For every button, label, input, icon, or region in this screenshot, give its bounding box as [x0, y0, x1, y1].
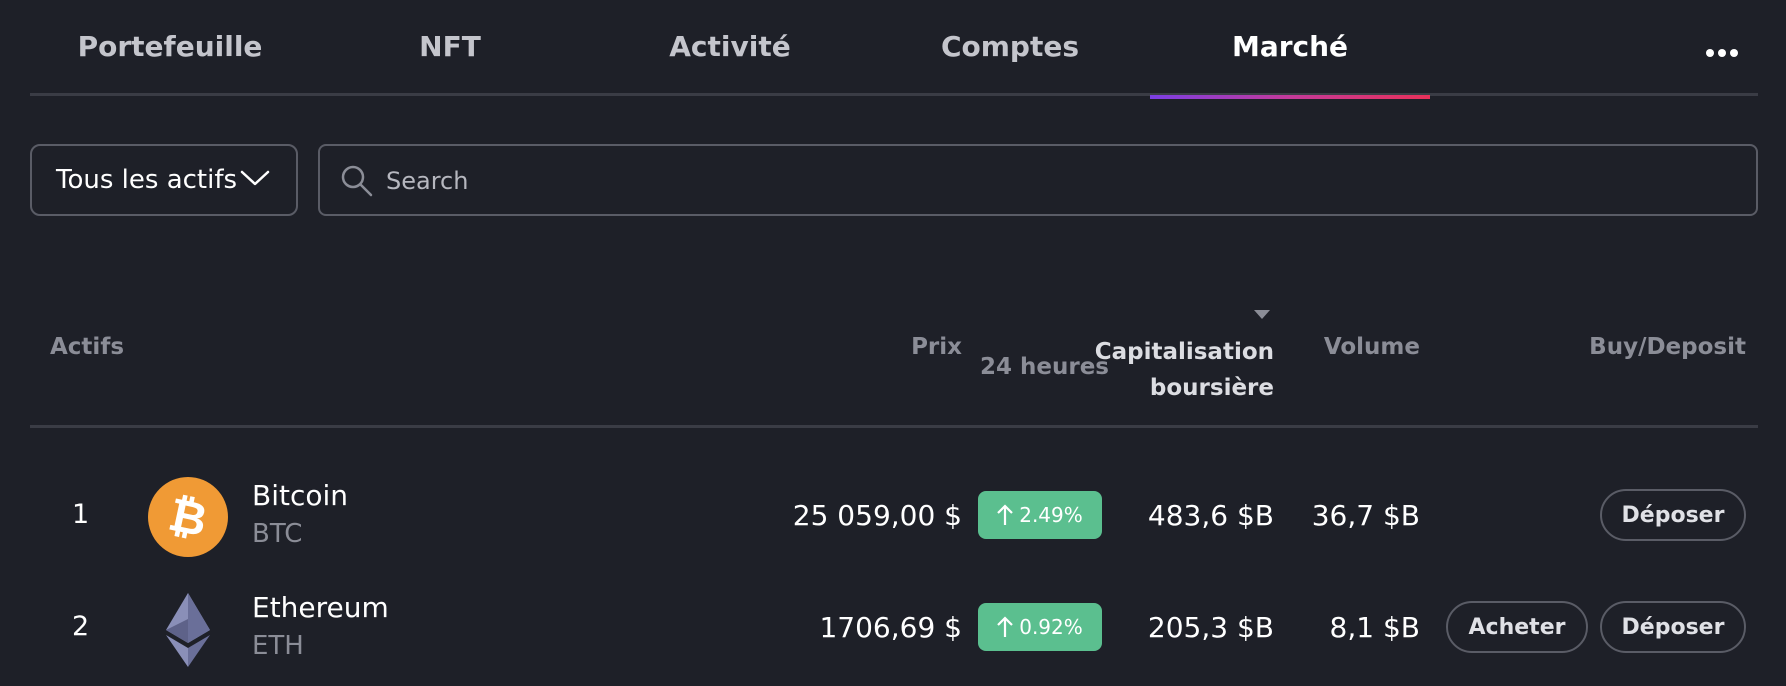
price: 25 059,00 $ [792, 499, 962, 532]
change-value: 0.92% [1019, 615, 1083, 639]
header-capitalisation-line2: boursière [1149, 375, 1274, 401]
search-icon [341, 165, 373, 197]
tab-marche[interactable]: Marché [1150, 30, 1430, 99]
ethereum-icon [166, 593, 210, 667]
asset-name: Ethereum [252, 591, 389, 624]
bitcoin-icon: ₿ [148, 477, 228, 557]
rank: 2 [72, 611, 90, 642]
asset-symbol: BTC [252, 519, 303, 549]
tab-portefeuille[interactable]: Portefeuille [77, 30, 263, 63]
market-cap: 205,3 $B [1147, 611, 1274, 644]
header-capitalisation[interactable]: Capitalisation boursière [1095, 334, 1274, 406]
search-box [318, 144, 1758, 216]
asset-filter-dropdown[interactable]: Tous les actifs [30, 144, 298, 216]
buy-button[interactable]: Acheter [1446, 601, 1588, 653]
change-badge: 0.92% [978, 603, 1102, 651]
arrow-up-icon [997, 616, 1013, 637]
header-buy-deposit: Buy/Deposit [1589, 334, 1746, 360]
price: 1706,69 $ [819, 611, 962, 644]
deposit-button[interactable]: Déposer [1600, 601, 1746, 653]
header-24h[interactable]: 24 heures [980, 354, 1109, 380]
header-volume[interactable]: Volume [1323, 334, 1420, 360]
header-actifs[interactable]: Actifs [50, 334, 125, 360]
change-badge: 2.49% [978, 491, 1102, 539]
sort-desc-icon [1254, 310, 1270, 319]
volume: 36,7 $B [1311, 499, 1420, 532]
volume: 8,1 $B [1329, 611, 1420, 644]
arrow-up-icon [997, 504, 1013, 525]
rank: 1 [72, 499, 90, 530]
market-cap: 483,6 $B [1147, 499, 1274, 532]
ellipsis-icon[interactable] [1704, 38, 1740, 63]
tab-comptes[interactable]: Comptes [940, 30, 1080, 63]
table-header: Actifs Prix 24 heures Capitalisation bou… [30, 290, 1758, 428]
chevron-down-icon [240, 170, 270, 186]
asset-name: Bitcoin [252, 479, 349, 512]
tab-bar: Portefeuille NFT Activité Comptes Marché [30, 0, 1758, 99]
tab-activite[interactable]: Activité [669, 30, 791, 63]
tab-nft[interactable]: NFT [419, 30, 481, 63]
table-row[interactable]: 1 ₿ Bitcoin BTC 25 059,00 $ 2.49% 483,6 … [30, 465, 1758, 565]
change-value: 2.49% [1019, 503, 1083, 527]
asset-symbol: ETH [252, 631, 304, 661]
header-capitalisation-line1: Capitalisation [1094, 339, 1274, 365]
deposit-button[interactable]: Déposer [1600, 489, 1746, 541]
header-prix[interactable]: Prix [911, 334, 962, 360]
asset-filter-label: Tous les actifs [56, 165, 238, 195]
table-row[interactable]: 2 Ethereum ETH 1706,69 $ 0.92% 205,3 $B … [30, 577, 1758, 677]
search-input[interactable] [384, 146, 1688, 216]
